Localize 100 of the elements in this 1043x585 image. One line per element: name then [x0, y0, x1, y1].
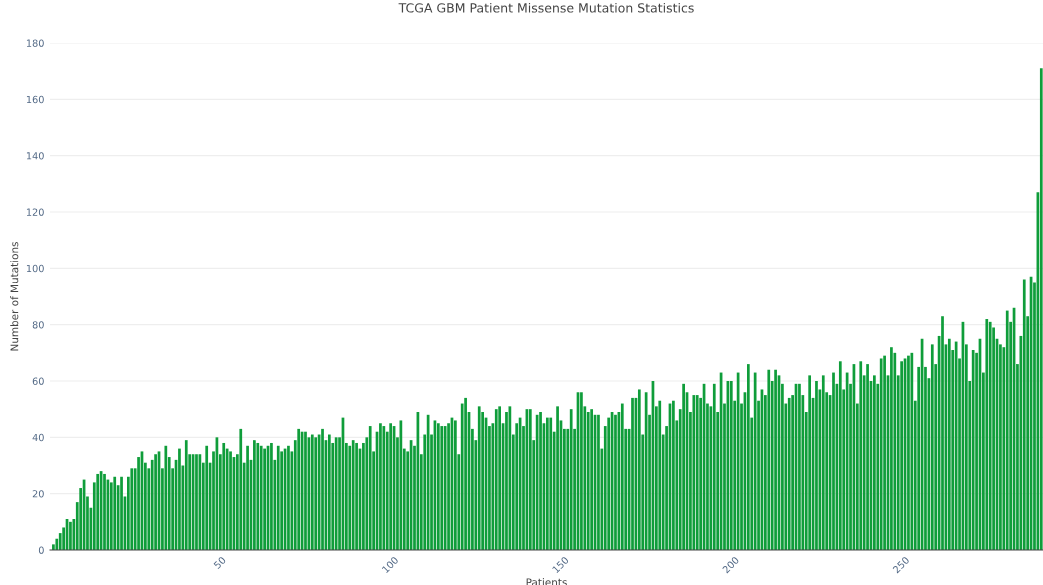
bar: [256, 442, 260, 550]
y-tick-label: 20: [32, 490, 44, 498]
bar: [985, 319, 989, 550]
bar: [866, 364, 869, 550]
bar: [69, 521, 72, 550]
bar: [103, 473, 106, 550]
bar: [184, 440, 188, 550]
bar: [368, 426, 372, 550]
y-tick-label: 0: [38, 546, 44, 554]
bar: [590, 409, 593, 550]
x-tick-label: 50: [213, 556, 227, 570]
bar: [614, 414, 617, 550]
bar: [658, 400, 662, 550]
bar: [930, 344, 934, 550]
bar: [287, 445, 290, 550]
y-tick-label: 60: [32, 377, 44, 385]
bar: [229, 451, 232, 550]
bar: [113, 476, 117, 550]
bar: [259, 445, 263, 550]
y-tick-label: 100: [26, 264, 44, 273]
x-tick-label: 150: [551, 556, 570, 574]
bar: [753, 372, 757, 550]
bar: [907, 355, 910, 550]
bar: [120, 476, 123, 550]
bar: [130, 468, 134, 550]
bar: [382, 426, 386, 550]
bar: [637, 389, 641, 550]
bar: [947, 338, 951, 550]
bar: [879, 358, 883, 550]
bar: [154, 454, 157, 550]
bar: [195, 454, 198, 550]
bar: [205, 445, 209, 550]
bar: [545, 417, 549, 550]
bar: [774, 369, 777, 550]
bar: [556, 406, 559, 550]
bar: [900, 361, 903, 550]
bar: [222, 442, 226, 550]
y-tick-label: 180: [26, 39, 44, 47]
bar: [494, 409, 498, 550]
bar: [304, 431, 307, 550]
bar: [327, 434, 331, 550]
bar: [644, 392, 648, 550]
bar: [379, 423, 382, 550]
bar: [988, 321, 992, 550]
bar: [334, 437, 338, 550]
y-tick-label: 140: [26, 152, 44, 160]
bar: [321, 428, 324, 550]
bar: [620, 403, 624, 550]
bar: [746, 364, 750, 550]
chart-title: TCGA GBM Patient Missense Mutation Statistics: [398, 2, 694, 13]
bar: [941, 316, 944, 550]
bar: [253, 440, 256, 550]
bar: [164, 445, 168, 550]
bar: [239, 428, 243, 550]
bar: [873, 375, 876, 550]
bar: [890, 347, 893, 550]
bar: [682, 383, 685, 550]
bar: [695, 395, 699, 550]
bar: [832, 372, 835, 550]
bar: [498, 406, 502, 550]
bar: [355, 442, 358, 550]
y-tick-label: 160: [26, 95, 44, 104]
bar: [549, 417, 553, 550]
bar: [971, 350, 975, 550]
y-axis-title: Number of Mutations: [10, 242, 19, 351]
bar: [569, 409, 573, 550]
bar: [1022, 279, 1026, 550]
bar: [539, 411, 542, 550]
bar: [246, 445, 249, 550]
bar: [454, 420, 457, 550]
bar: [821, 375, 825, 550]
bar: [692, 395, 696, 550]
bar: [178, 448, 181, 550]
bar: [597, 414, 600, 550]
bar: [440, 426, 444, 550]
bar: [580, 392, 583, 550]
bar: [276, 445, 280, 550]
y-tick-label: 40: [32, 433, 44, 442]
bar: [767, 369, 771, 550]
bar: [883, 355, 886, 550]
bar: [815, 381, 818, 550]
bar: [464, 397, 467, 550]
bar: [477, 406, 481, 550]
bar: [443, 426, 447, 550]
bar: [270, 442, 273, 550]
bar: [672, 400, 675, 550]
x-tick-label: 100: [381, 556, 399, 574]
y-tick-label: 120: [26, 208, 44, 216]
y-tick-label: 80: [32, 321, 44, 329]
bar: [838, 361, 842, 550]
bar: [859, 361, 863, 550]
bar: [910, 352, 914, 550]
bar: [787, 397, 791, 550]
bar: [631, 397, 634, 550]
bar: [1039, 68, 1043, 550]
bar: [798, 383, 801, 550]
bar: [1005, 310, 1009, 550]
bar: [808, 375, 812, 550]
bar: [351, 440, 355, 550]
bar: [263, 448, 266, 550]
